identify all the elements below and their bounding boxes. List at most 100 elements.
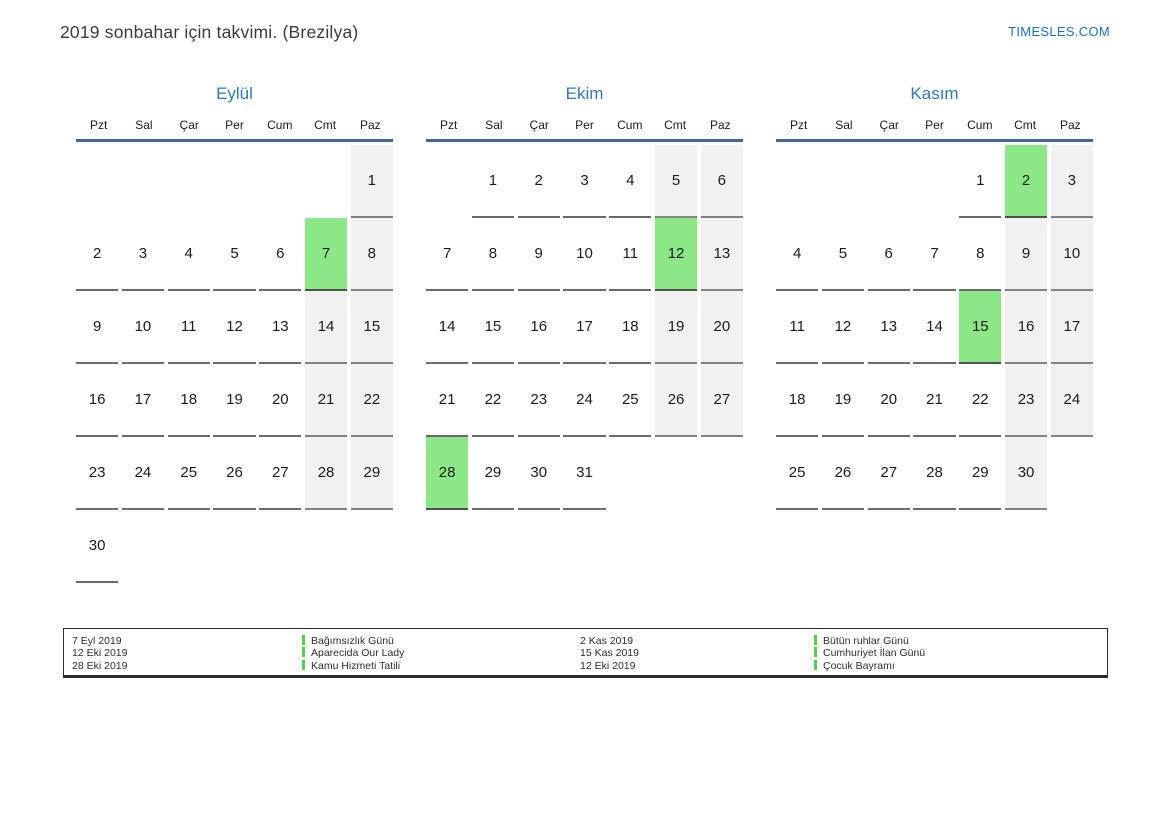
day-cell-4: 4: [167, 218, 210, 291]
month-eylül: Eylül Pzt Sal Çar Per Cum Cmt Paz 1 2 3 4 5 6 7 8 9 10 11 1…: [76, 84, 393, 583]
month-grid: 1 2 3 4 5 6 7 8 9 10 11 12 13 14 15 16 17 18 19 20 21 22 23 24 2…: [426, 145, 743, 510]
day-cell-1: 1: [471, 145, 515, 218]
day-cell-31: 31: [563, 437, 606, 510]
day-cell-2: 2: [76, 218, 119, 291]
month-grid: 1 2 3 4 5 6 7 8 9 10 11 12 13 14 15 16 17 18 19 20 21 22 23 24 2…: [76, 145, 393, 583]
month-kasım: Kasım Pzt Sal Çar Per Cum Cmt Paz 1 2 3 4 5 6 7 8 9 10 11 1…: [776, 84, 1093, 510]
day-cell-7: 7: [913, 218, 956, 291]
day-cell-16: 16: [76, 364, 119, 437]
day-cell-5: 5: [654, 145, 698, 218]
legend-date: 12 Eki 2019: [580, 659, 636, 672]
months-row: Eylül Pzt Sal Çar Per Cum Cmt Paz 1 2 3 4 5 6 7 8 9 10 11 1…: [76, 84, 1093, 583]
empty-cell: [259, 145, 301, 218]
day-cell-18: 18: [167, 364, 210, 437]
day-cell-8: 8: [350, 218, 393, 291]
day-cell-20: 20: [867, 364, 910, 437]
day-cell-3: 3: [1050, 145, 1093, 218]
empty-cell: [213, 510, 255, 583]
weekday-label: Pzt: [789, 118, 808, 132]
day-cell-6: 6: [700, 145, 743, 218]
day-cell-13: 13: [700, 218, 743, 291]
legend-item: Kamu Hizmeti Tatili: [302, 659, 404, 672]
weekday-label: Per: [575, 118, 594, 132]
legend-date: 7 Eyl 2019: [72, 635, 122, 647]
month-ekim: Ekim Pzt Sal Çar Per Cum Cmt Paz 1 2 3 4 5 6 7 8 9 10 11 12…: [426, 84, 743, 510]
day-cell-28: 28: [426, 437, 469, 510]
day-cell-13: 13: [867, 291, 910, 364]
day-cell-5: 5: [821, 218, 865, 291]
legend-dates-column: 2 Kas 2019 15 Kas 2019 12 Eki 2019: [580, 635, 639, 672]
legend-date: 15 Kas 2019: [580, 647, 639, 660]
day-cell-27: 27: [259, 437, 302, 510]
empty-cell: [213, 145, 255, 218]
day-cell-15: 15: [959, 291, 1002, 364]
day-cell-4: 4: [609, 145, 652, 218]
weekday-label: Paz: [1060, 118, 1081, 132]
day-cell-7: 7: [304, 218, 348, 291]
empty-cell: [259, 510, 301, 583]
empty-cell: [609, 437, 651, 510]
day-cell-14: 14: [304, 291, 348, 364]
weekday-label: Paz: [710, 118, 731, 132]
day-cell-6: 6: [867, 218, 910, 291]
empty-cell: [122, 510, 164, 583]
legend-item: Cumhuriyet İlan Günü: [814, 647, 925, 659]
empty-cell: [76, 145, 118, 218]
weekday-header-row: Pzt Sal Çar Per Cum Cmt Paz: [426, 118, 743, 142]
weekday-label: Cmt: [664, 118, 687, 132]
empty-cell: [1051, 437, 1093, 510]
day-cell-27: 27: [867, 437, 910, 510]
day-cell-10: 10: [563, 218, 606, 291]
legend-item: Aparecida Our Lady: [302, 647, 404, 659]
weekday-label: Cmt: [314, 118, 337, 132]
day-cell-22: 22: [471, 364, 515, 437]
day-cell-2: 2: [517, 145, 560, 218]
day-cell-14: 14: [426, 291, 469, 364]
day-cell-25: 25: [609, 364, 652, 437]
day-cell-21: 21: [304, 364, 348, 437]
day-cell-12: 12: [821, 291, 865, 364]
day-cell-23: 23: [76, 437, 119, 510]
day-cell-19: 19: [821, 364, 865, 437]
empty-cell: [168, 145, 210, 218]
day-cell-24: 24: [1050, 364, 1093, 437]
day-cell-29: 29: [350, 437, 393, 510]
day-cell-30: 30: [1004, 437, 1048, 510]
month-title: Kasım: [910, 84, 959, 103]
day-cell-27: 27: [700, 364, 743, 437]
weekday-label: Sal: [135, 118, 153, 132]
day-cell-26: 26: [821, 437, 865, 510]
weekday-label: Cmt: [1014, 118, 1037, 132]
legend-item: Bağımsızlık Günü: [302, 635, 404, 647]
day-cell-11: 11: [776, 291, 819, 364]
weekday-label: Çar: [879, 118, 899, 132]
day-cell-12: 12: [213, 291, 256, 364]
day-cell-8: 8: [471, 218, 515, 291]
day-cell-29: 29: [471, 437, 515, 510]
weekday-label: Pzt: [439, 118, 458, 132]
day-cell-23: 23: [1004, 364, 1048, 437]
day-cell-6: 6: [259, 218, 302, 291]
month-title: Eylül: [216, 84, 253, 103]
day-cell-22: 22: [350, 364, 393, 437]
legend-holiday-name: Çocuk Bayramı: [823, 659, 895, 672]
weekday-label: Çar: [529, 118, 549, 132]
site-link[interactable]: TIMESLES.COM: [1008, 24, 1110, 39]
weekday-header-row: Pzt Sal Çar Per Cum Cmt Paz: [776, 118, 1093, 142]
day-cell-5: 5: [213, 218, 256, 291]
legend-holiday-name: Cumhuriyet İlan Günü: [823, 647, 926, 660]
legend-dates-column: 7 Eyl 2019 12 Eki 2019 28 Eki 2019: [72, 635, 127, 672]
month-title: Ekim: [565, 84, 604, 103]
day-cell-24: 24: [121, 437, 165, 510]
empty-cell: [122, 145, 164, 218]
day-cell-8: 8: [959, 218, 1002, 291]
legend-holiday-name: Bütün ruhlar Günü: [823, 635, 909, 647]
weekday-label: Sal: [835, 118, 853, 132]
day-cell-15: 15: [350, 291, 393, 364]
legend-holiday-name: Aparecida Our Lady: [311, 647, 405, 660]
holiday-marker-icon: [302, 659, 305, 670]
day-cell-1: 1: [959, 145, 1002, 218]
day-cell-21: 21: [426, 364, 469, 437]
month-grid: 1 2 3 4 5 6 7 8 9 10 11 12 13 14 15 16 17 18 19 20 21 22 23 24 2…: [776, 145, 1093, 510]
empty-cell: [776, 145, 818, 218]
